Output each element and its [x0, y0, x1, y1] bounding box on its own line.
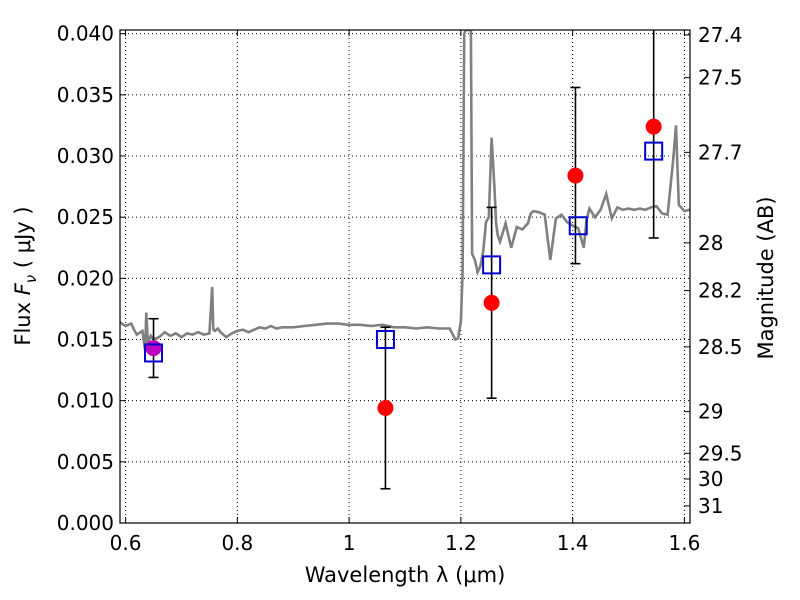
grid-lines: [120, 30, 690, 524]
x-tick-label: 1: [343, 531, 356, 555]
x-tick-label: 0.8: [221, 531, 253, 555]
mag-tick-label: 28.2: [698, 279, 743, 303]
data-point: [483, 294, 500, 311]
mag-tick-label: 29: [698, 400, 723, 424]
photometry-points: [144, 30, 664, 490]
mag-tick-label: 28.5: [698, 335, 743, 359]
data-point: [377, 400, 394, 417]
x-tick-label: 0.6: [110, 531, 142, 555]
mag-tick-label: 28: [698, 231, 723, 255]
data-point: [567, 167, 584, 184]
model-flux-square: [482, 255, 502, 275]
model-flux-square: [144, 343, 164, 363]
x-tick-label: 1.4: [557, 531, 589, 555]
mag-tick-label: 27.7: [698, 140, 743, 164]
spectrum-line: [120, 30, 690, 351]
data-point: [645, 118, 662, 135]
y-tick-label: 0.035: [57, 83, 114, 107]
y-tick-label: 0.010: [57, 389, 114, 413]
model-spectrum: [120, 30, 690, 351]
mag-tick-label: 27.5: [698, 66, 743, 90]
y2-axis-label: Magnitude (AB): [754, 196, 778, 359]
x-axis-label: Wavelength λ (μm): [305, 563, 506, 587]
mag-tick-label: 29.5: [698, 441, 743, 465]
model-flux-square: [375, 330, 395, 350]
y-tick-label: 0.005: [57, 450, 114, 474]
plot-frame: [119, 29, 691, 524]
tick-labels: 0.6 0.8 1 1.2 1.4 1.6 0.000 0.005 0.010 0.015 0.02…: [57, 22, 743, 555]
y-tick-label: 0.025: [57, 205, 114, 229]
y-tick-label: 0.040: [57, 22, 114, 46]
y-tick-label: 0.030: [57, 144, 114, 168]
mag-tick-label: 27.4: [698, 23, 743, 47]
y-axis-label: Flux Fν ( μJy ): [11, 206, 40, 345]
x-tick-label: 1.6: [669, 531, 701, 555]
x-tick-label: 1.2: [445, 531, 477, 555]
y-tick-label: 0.020: [57, 266, 114, 290]
mag-tick-label: 31: [698, 494, 723, 518]
mag-tick-label: 30: [698, 467, 723, 491]
model-flux-square: [644, 141, 664, 161]
y-tick-label: 0.000: [57, 511, 114, 535]
y-tick-label: 0.015: [57, 328, 114, 352]
model-flux-square: [568, 216, 588, 236]
data-point: [145, 340, 162, 357]
axis-ticks: [120, 30, 690, 524]
